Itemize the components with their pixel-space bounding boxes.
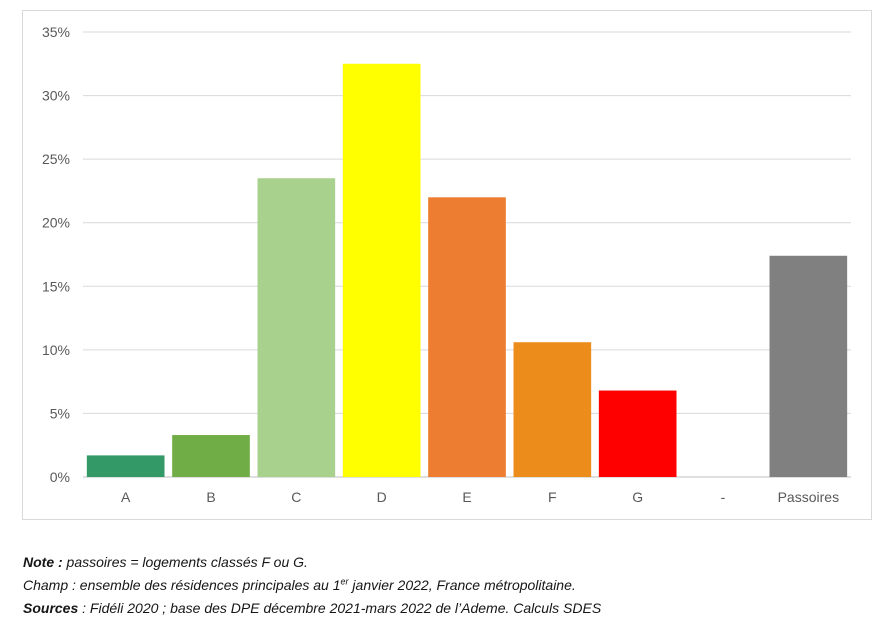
bar <box>428 197 506 478</box>
x-tick-label: D <box>377 489 387 505</box>
bar <box>342 63 421 478</box>
y-tick-label: 35% <box>42 24 70 40</box>
chart-notes: Note : passoires = logements classés F o… <box>23 551 873 620</box>
y-tick-label: 30% <box>42 88 70 104</box>
bar <box>769 255 848 477</box>
x-tick-label: C <box>291 489 301 505</box>
y-tick-label: 20% <box>42 215 70 231</box>
note-label: Note : <box>23 554 63 570</box>
y-tick-label: 15% <box>42 278 70 294</box>
x-tick-label: G <box>632 489 643 505</box>
champ-line: Champ : ensemble des résidences principa… <box>23 574 873 597</box>
x-tick-label: - <box>721 489 726 505</box>
bar <box>257 178 336 477</box>
bar-chart: 0% 5% 10% 15% 20% 25% 30% 35% A B C D E F G - Passoires <box>42 24 851 505</box>
bar <box>513 342 592 477</box>
x-tick-label: B <box>206 489 215 505</box>
x-tick-label: A <box>121 489 131 505</box>
bar <box>172 435 250 477</box>
x-tick-label: F <box>548 489 557 505</box>
bar <box>598 390 677 477</box>
bar <box>86 455 165 477</box>
champ-text-before: Champ : ensemble des résidences principa… <box>23 577 341 593</box>
sources-text: : Fidéli 2020 ; base des DPE décembre 20… <box>78 600 602 616</box>
x-tick-label: Passoires <box>778 489 839 505</box>
y-tick-label: 5% <box>50 405 70 421</box>
x-tick-label: E <box>462 489 471 505</box>
y-tick-label: 0% <box>50 469 70 485</box>
note-text: passoires = logements classés F ou G. <box>62 554 308 570</box>
y-tick-label: 25% <box>42 151 70 167</box>
champ-text-after: janvier 2022, France métropolitaine. <box>348 577 576 593</box>
note-line: Note : passoires = logements classés F o… <box>23 551 873 574</box>
champ-superscript: er <box>340 576 349 587</box>
sources-line: Sources : Fidéli 2020 ; base des DPE déc… <box>23 597 873 620</box>
sources-label: Sources <box>23 600 79 616</box>
y-tick-label: 10% <box>42 342 70 358</box>
